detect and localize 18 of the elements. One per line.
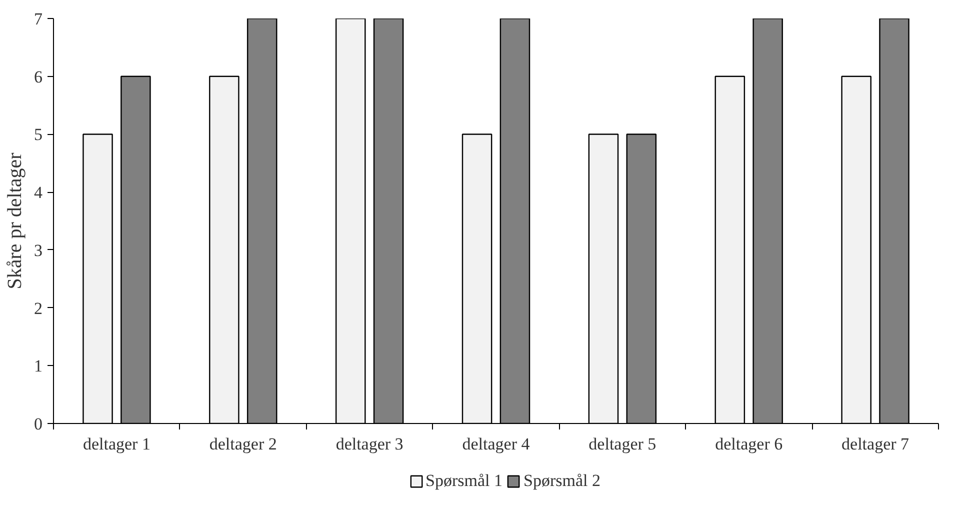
x-tick-label: deltager 7 <box>842 434 910 454</box>
legend-label: Spørsmål 1 <box>426 471 502 491</box>
y-tick-label: 1 <box>34 356 42 376</box>
y-tick-label: 4 <box>34 183 43 202</box>
x-tick-label: deltager 6 <box>715 434 783 454</box>
y-tick-label: 0 <box>34 414 42 434</box>
x-tick-label: deltager 5 <box>588 434 656 454</box>
y-axis-title: Skåre pr deltager <box>4 152 26 290</box>
x-tick-label: deltager 3 <box>336 434 404 454</box>
x-tick-label: deltager 2 <box>209 434 277 454</box>
y-tick-label: 2 <box>34 298 42 318</box>
y-tick-label: 6 <box>34 67 42 86</box>
y-tick-label: 3 <box>34 240 42 260</box>
y-tick-label: 5 <box>34 125 42 144</box>
x-tick-label: deltager 1 <box>82 434 150 454</box>
legend-label: Spørsmål 2 <box>524 471 600 491</box>
y-tick-label: 7 <box>34 10 43 28</box>
x-tick-label: deltager 4 <box>462 434 530 454</box>
